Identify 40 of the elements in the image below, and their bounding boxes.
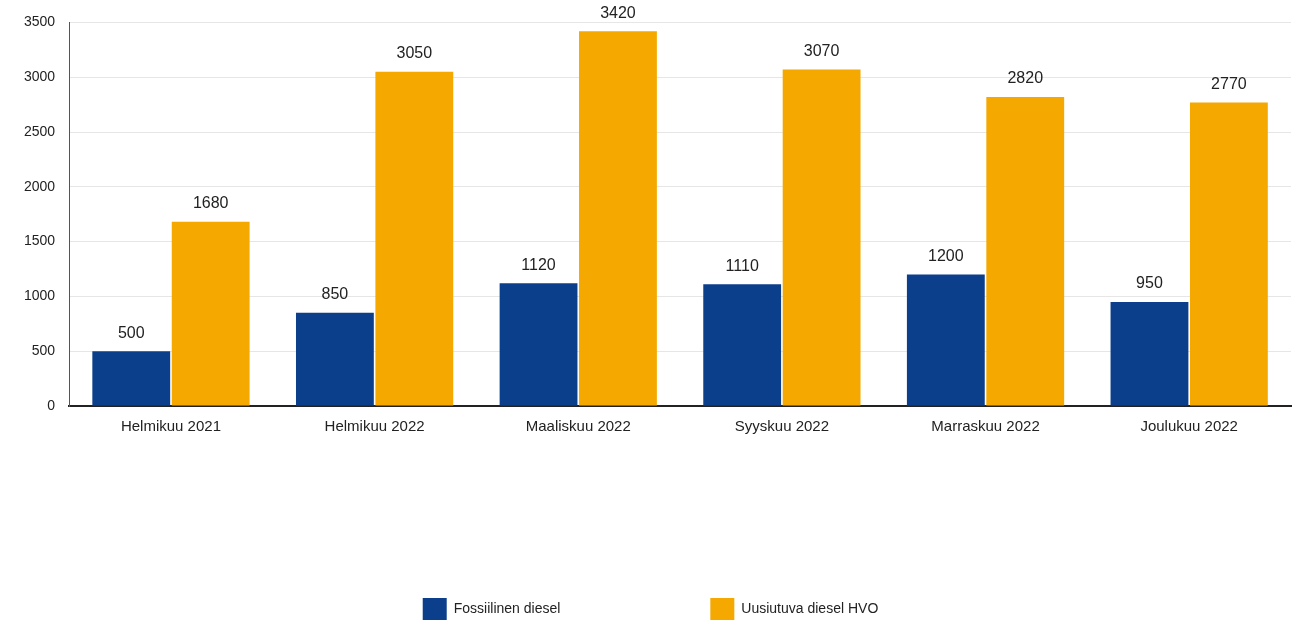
x-tick-label: Joulukuu 2022 [1140, 417, 1238, 435]
bar [295, 312, 374, 406]
bar [92, 351, 171, 406]
data-label: 500 [117, 323, 145, 341]
legend-label: Fossiilinen diesel [453, 599, 561, 616]
y-tick-label: 2500 [23, 122, 56, 139]
bar [782, 69, 861, 406]
data-label: 1120 [521, 255, 556, 273]
data-label: 1110 [725, 256, 759, 274]
data-label: 3070 [803, 41, 840, 59]
y-tick-label: 3000 [23, 68, 56, 85]
bar [1110, 301, 1189, 406]
y-tick-label: 500 [31, 342, 56, 359]
legend-label: Uusiutuva diesel HVO [741, 599, 879, 616]
data-label: 3420 [600, 3, 636, 21]
x-tick-label: Marraskuu 2022 [931, 417, 1040, 435]
bar [906, 274, 985, 406]
y-tick-label: 1500 [23, 232, 56, 249]
data-label: 2820 [1007, 69, 1044, 87]
bar [171, 221, 250, 406]
y-tick-label: 1000 [23, 287, 56, 304]
bar [703, 284, 782, 406]
y-tick-label: 2000 [23, 177, 56, 194]
data-label: 2770 [1211, 74, 1247, 92]
data-label: 950 [1136, 274, 1163, 292]
data-label: 850 [321, 285, 349, 303]
y-tick-label: 0 [47, 396, 56, 413]
x-tick-label: Syyskuu 2022 [734, 417, 830, 435]
bar [986, 96, 1065, 406]
data-label: 1200 [928, 246, 964, 264]
x-tick-label: Maaliskuu 2022 [525, 417, 631, 435]
data-label: 1680 [192, 194, 229, 212]
y-tick-label: 3500 [23, 13, 56, 30]
bar [579, 31, 657, 406]
bar [1189, 102, 1268, 406]
x-tick-label: Helmikuu 2022 [324, 417, 425, 435]
x-tick-label: Helmikuu 2021 [120, 417, 221, 435]
bar [499, 283, 578, 406]
data-label: 3050 [396, 44, 433, 62]
bar [375, 71, 454, 406]
